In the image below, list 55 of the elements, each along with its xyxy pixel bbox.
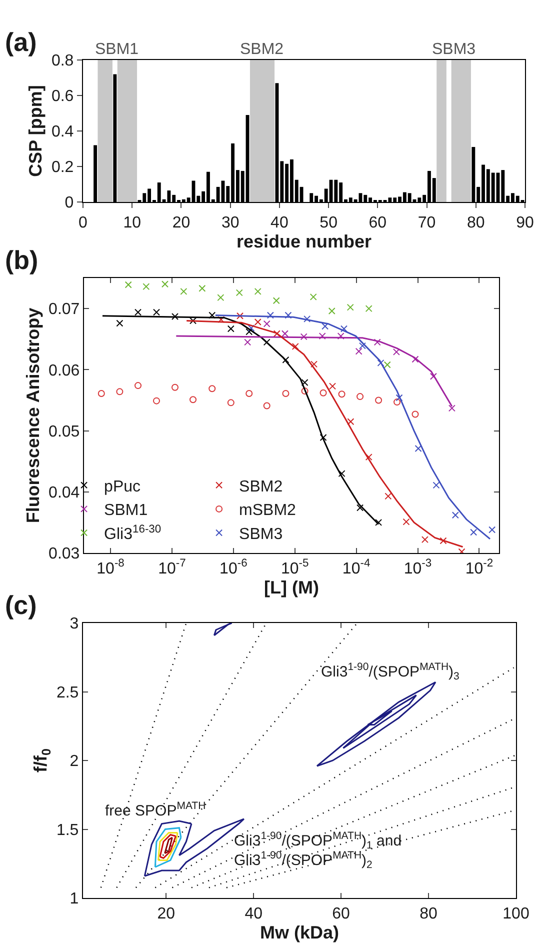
y-tick-label: 0.2: [51, 159, 74, 176]
x-tick-label: 10$^{-6}$: [220, 558, 248, 578]
x-axis-title: residue number: [236, 231, 372, 252]
annotation: free SPOP$^{MATH}$: [105, 800, 206, 820]
x-tick-label: 80: [466, 214, 485, 232]
y-axis-title: CSP [ppm]: [26, 85, 46, 177]
x-tick-label: 10$^{-5}$: [280, 558, 309, 578]
x-tick-label: 10$^{-3}$: [404, 558, 432, 578]
legend-label: pPuc: [104, 478, 141, 496]
x-tick-label: 60: [332, 905, 350, 922]
x-tick-label: 90: [516, 214, 534, 232]
y-tick-label: 0.4: [51, 124, 74, 141]
annotation: SBM3: [432, 41, 476, 58]
legend-label: Gli3$^{16-30}$: [104, 523, 162, 543]
x-tick-label: 20: [172, 214, 190, 232]
annotation: SBM1: [95, 41, 139, 58]
y-tick-label: 1.5: [56, 822, 79, 839]
text: (c): [5, 590, 37, 620]
x-tick-label: 40: [244, 905, 263, 922]
x-tick-label: 100: [502, 905, 530, 922]
legend-label: SBM3: [239, 526, 283, 543]
y-axis-title: Fluorescence Anisotropy: [22, 308, 43, 524]
x-tick-label: 20: [157, 905, 176, 922]
y-tick-label: 2: [70, 753, 79, 770]
x-tick-label: 10$^{-4}$: [342, 558, 370, 578]
y-tick-label: 0.04: [48, 484, 80, 502]
x-tick-label: 40: [270, 214, 288, 232]
x-tick-label: 30: [221, 214, 240, 232]
y-tick-label: 2.5: [56, 684, 79, 702]
y-tick-label: 0.8: [51, 52, 74, 70]
x-tick-label: 70: [418, 214, 436, 232]
x-axis-title: [L] (M): [264, 577, 319, 598]
x-tick-label: 10$^{-2}$: [465, 558, 494, 578]
text: (a): [5, 27, 37, 57]
y-tick-label: 0.06: [48, 362, 80, 380]
legend-label: mSBM2: [239, 502, 296, 520]
y-tick-label: 0.07: [48, 301, 80, 318]
y-tick-label: 0.05: [48, 423, 80, 440]
y-tick-label: 0.03: [48, 546, 80, 563]
legend-label: SBM1: [104, 502, 148, 520]
legend-label: SBM2: [239, 478, 283, 496]
x-tick-label: 10$^{-7}$: [158, 558, 186, 578]
y-tick-label: 0.6: [51, 88, 74, 106]
x-tick-label: 10$^{-8}$: [96, 558, 124, 578]
x-axis-title: Mw (kDa): [260, 922, 340, 942]
x-tick-label: 10: [123, 214, 142, 232]
annotation: SBM2: [240, 41, 284, 58]
x-tick-label: 60: [368, 214, 387, 232]
y-tick-label: 3: [70, 616, 79, 633]
y-tick-label: 0: [64, 194, 74, 212]
x-tick-label: 50: [320, 214, 338, 232]
x-tick-label: 80: [420, 905, 438, 922]
text: (b): [5, 245, 38, 275]
annotation: Gli3$^{1-90}$/(SPOP$^{MATH}$)$_{3}$: [321, 661, 460, 682]
y-tick-label: 1: [70, 890, 79, 908]
